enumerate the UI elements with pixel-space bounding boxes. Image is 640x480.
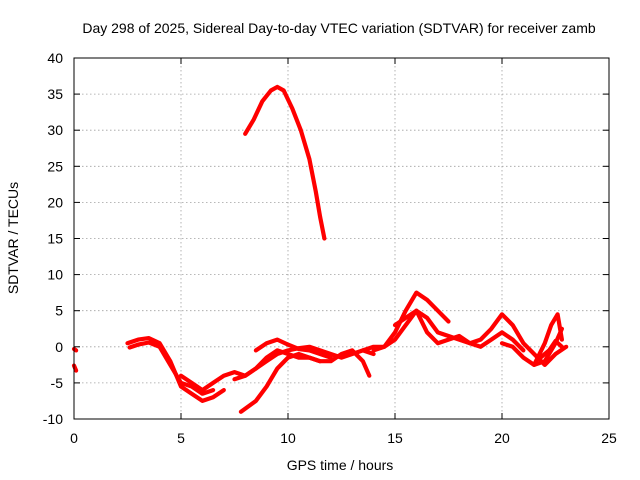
x-tick-label: 20	[494, 430, 510, 446]
series-arc-9	[243, 84, 327, 241]
series-arc-8	[253, 337, 333, 360]
y-tick-label: 5	[55, 303, 63, 319]
y-tick-label: 0	[55, 339, 63, 355]
x-tick-label: 10	[280, 430, 296, 446]
y-tick-label: 20	[47, 194, 63, 210]
series-arc-7	[232, 348, 323, 382]
x-axis: 0 5 10 15 20 25	[70, 58, 617, 446]
chart-title: Day 298 of 2025, Sidereal Day-to-day VTE…	[82, 20, 595, 36]
x-tick-label: 15	[387, 430, 403, 446]
series-arc-5	[178, 344, 376, 393]
x-axis-title: GPS time / hours	[287, 457, 394, 473]
data-series	[71, 84, 569, 414]
y-axis: -10 -5 0 5 10 15 20 25 30 35 40	[43, 50, 609, 427]
y-tick-label: 15	[47, 231, 63, 247]
y-tick-label: -10	[43, 411, 63, 427]
series-arc-14	[531, 312, 565, 367]
y-tick-label: 40	[47, 50, 63, 66]
series-arc-12	[392, 308, 526, 353]
y-tick-label: -5	[51, 375, 64, 391]
y-tick-label: 25	[47, 158, 63, 174]
y-tick-label: 35	[47, 86, 63, 102]
series-arc-4	[127, 340, 216, 396]
y-axis-title: SDTVAR / TECUs	[5, 182, 21, 294]
x-tick-label: 0	[70, 430, 78, 446]
x-tick-label: 5	[177, 430, 185, 446]
grid	[74, 58, 609, 419]
series-arc-11	[371, 290, 451, 353]
x-tick-label: 25	[601, 430, 617, 446]
series-arc-15	[538, 338, 565, 360]
y-tick-label: 30	[47, 122, 63, 138]
y-tick-label: 10	[47, 267, 63, 283]
